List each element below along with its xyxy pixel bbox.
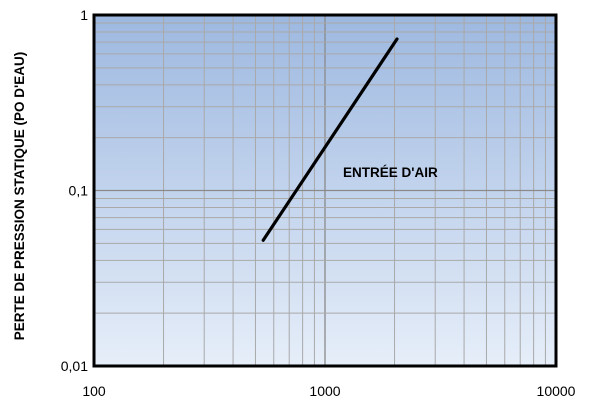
x-tick-label: 1000 xyxy=(309,383,340,399)
series-layer xyxy=(261,37,399,242)
series-line xyxy=(261,37,399,242)
y-tick-labels: 0,01 0,1 1 xyxy=(61,7,88,374)
y-axis-label: PERTE DE PRESSION STATIQUE (PO D'EAU) xyxy=(12,52,27,341)
x-tick-label: 100 xyxy=(82,383,106,399)
series-label: ENTRÉE D'AIR xyxy=(343,165,438,180)
y-tick-label: 0,01 xyxy=(61,358,88,374)
x-tick-labels: 100 1000 10000 xyxy=(82,383,575,399)
y-tick-label: 0,1 xyxy=(69,183,89,199)
y-tick-label: 1 xyxy=(80,7,88,23)
x-tick-label: 10000 xyxy=(537,383,576,399)
grid xyxy=(94,15,556,366)
plot-frame xyxy=(92,13,558,368)
